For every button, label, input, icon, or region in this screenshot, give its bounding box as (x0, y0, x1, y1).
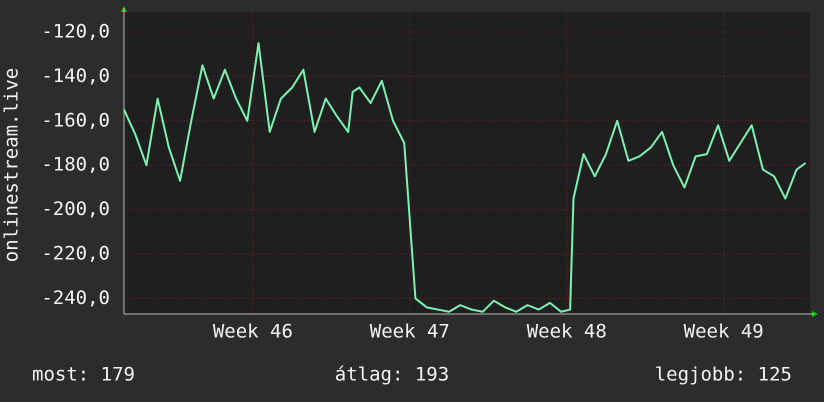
y-tick-label: -240,0 (41, 287, 110, 309)
footer-text: most: 179 (32, 364, 135, 386)
y-tick-label: -160,0 (41, 109, 110, 131)
y-tick-label: -200,0 (41, 198, 110, 220)
x-tick-label: Week 49 (684, 321, 764, 343)
y-tick-label: -180,0 (41, 154, 110, 176)
footer-text: legjobb: 125 (655, 364, 792, 386)
plot-area (124, 12, 810, 314)
y-tick-label: -140,0 (41, 65, 110, 87)
data-line (123, 42, 807, 313)
y-axis-label: onlinestream.live (1, 68, 23, 262)
x-tick-label: Week 48 (527, 321, 607, 343)
y-tick-label: -120,0 (41, 20, 110, 42)
footer-text: átlag: 193 (335, 364, 449, 386)
axis-arrow (812, 311, 818, 317)
x-tick-label: Week 46 (213, 321, 293, 343)
y-tick-label: -220,0 (41, 243, 110, 265)
x-tick-label: Week 47 (370, 321, 450, 343)
